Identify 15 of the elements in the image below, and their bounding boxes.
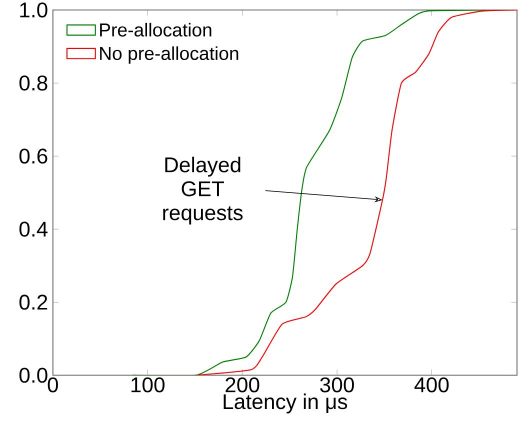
legend-label: No pre-allocation bbox=[100, 46, 238, 64]
y-tick-label: 0.6 bbox=[19, 148, 48, 164]
x-tick-label: 400 bbox=[414, 377, 449, 392]
legend-label: Pre-allocation bbox=[100, 22, 212, 36]
x-tick-label: 0 bbox=[48, 377, 58, 392]
x-axis-title: Latency in μs bbox=[224, 393, 348, 414]
y-tick-label: 0.8 bbox=[19, 75, 48, 90]
y-tick-label: 0.4 bbox=[19, 222, 48, 237]
x-tick-label: 200 bbox=[226, 377, 260, 392]
x-tick-label: 300 bbox=[320, 377, 354, 392]
y-tick-label: 1.0 bbox=[20, 2, 48, 18]
x-tick-label: 100 bbox=[131, 377, 165, 392]
y-tick-label: 0.0 bbox=[19, 368, 48, 383]
y-tick-label: 0.2 bbox=[19, 294, 48, 310]
annotation: Delayed GET requests bbox=[163, 156, 243, 224]
